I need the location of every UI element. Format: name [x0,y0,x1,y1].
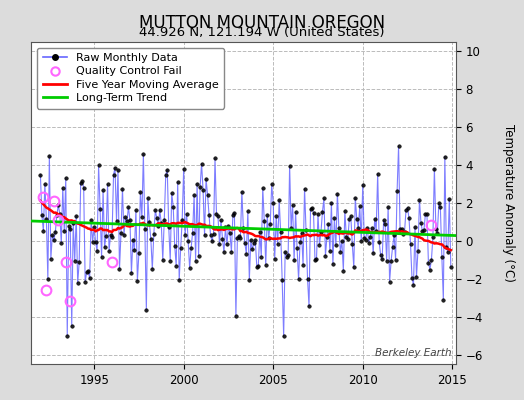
Text: Berkeley Earth: Berkeley Earth [375,348,452,358]
Legend: Raw Monthly Data, Quality Control Fail, Five Year Moving Average, Long-Term Tren: Raw Monthly Data, Quality Control Fail, … [37,48,224,109]
Text: 44.926 N, 121.194 W (United States): 44.926 N, 121.194 W (United States) [139,26,385,39]
Y-axis label: Temperature Anomaly (°C): Temperature Anomaly (°C) [503,124,516,282]
Text: MUTTON MOUNTAIN OREGON: MUTTON MOUNTAIN OREGON [139,14,385,32]
